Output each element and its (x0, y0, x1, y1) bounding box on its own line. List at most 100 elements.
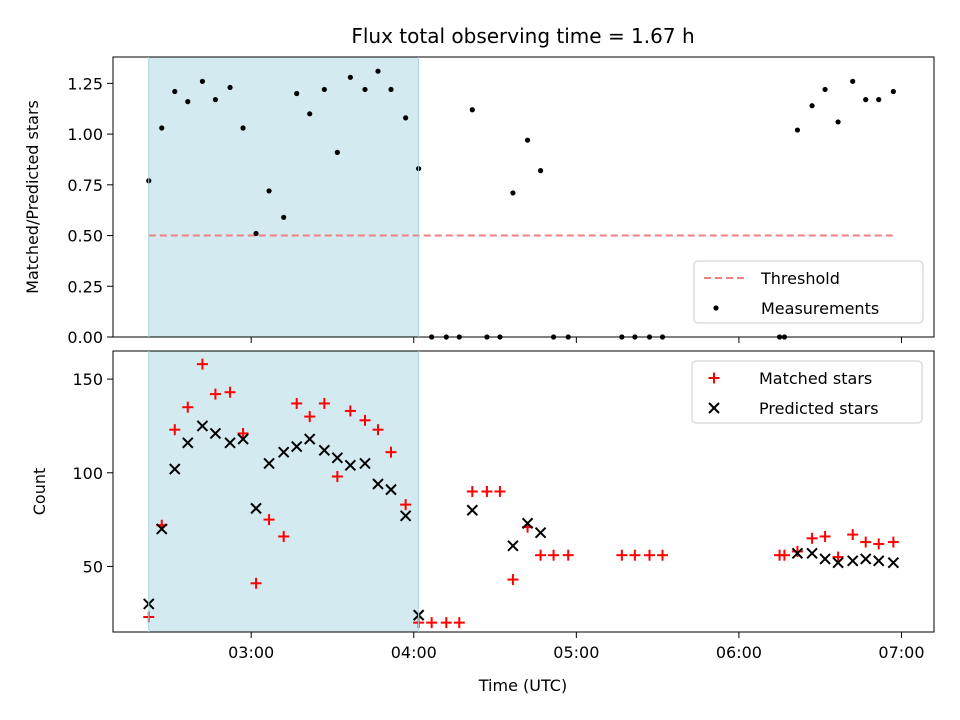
panel-ratio-series-measurements-point (240, 125, 246, 131)
panel-ratio-series-measurements-point (362, 86, 368, 93)
panel-ratio-ytick-label: 0.75 (67, 176, 103, 195)
panel-ratio-ytick-label: 0.50 (67, 227, 103, 246)
panel-ratio-series-measurements-point (809, 103, 815, 109)
panel-count-series-matched-stars-point (400, 499, 412, 511)
panel-ratio-legend-box (693, 260, 924, 324)
panel-count-series-predicted-stars-point (263, 457, 275, 470)
panel-count-series-matched-stars-point (385, 446, 397, 458)
panel-count-series-matched-stars-point (331, 471, 343, 483)
panel-count-series-predicted-stars-point (399, 510, 412, 522)
panel-ratio-series-measurements-point (794, 127, 801, 133)
panel-ratio-series-measurements-point (227, 84, 233, 91)
panel-ratio-series-measurements-point (403, 115, 409, 121)
panel-count-series-predicted-stars-point (304, 433, 316, 445)
panel-count-series-predicted-stars-point (318, 444, 331, 456)
panel-count-legend-predicted-stars-label: Predicted stars (759, 399, 879, 418)
panel-count-series-predicted-stars-point (847, 555, 859, 567)
panel-count-series-predicted-stars-point (385, 483, 397, 496)
panel-count-series-predicted-stars-point (832, 556, 844, 569)
panel-count-series-matched-stars-point (278, 530, 290, 542)
x-axis-label: Time (UTC) (478, 676, 567, 695)
panel-count-series-predicted-stars-point (806, 547, 818, 560)
panel-count-series-predicted-stars-point (372, 478, 384, 490)
panel-count-series-predicted-stars-point (196, 420, 209, 432)
panel-count-legend: Matched stars Predicted stars (691, 360, 923, 424)
panel-count-legend-box (691, 360, 923, 424)
panel-count-series-predicted-stars-point (819, 553, 831, 565)
panel-count-series-matched-stars-point (860, 536, 872, 548)
panel-ratio-ylabel: Matched/Predicted stars (23, 100, 42, 294)
panel-count-series-predicted-stars-point (156, 523, 168, 535)
panel-count-frame (112, 350, 935, 633)
panel-ratio-frame (112, 56, 935, 338)
panel-ratio-series-measurements-point (199, 78, 206, 84)
panel-count-series-predicted-stars-point (873, 555, 885, 567)
panel-count-series-matched-stars-point (494, 486, 506, 497)
panel-count-series-matched-stars-point (291, 397, 303, 409)
panel-ratio-series-measurements-point (281, 214, 287, 220)
panel-ratio-series-measurements-point (185, 99, 191, 105)
panel-count-legend-matched-stars-swatch (708, 372, 720, 384)
panel-count-series-matched-stars-point (481, 486, 493, 497)
chart-title: Flux total observing time = 1.67 h (351, 24, 694, 48)
panel-count-series-matched-stars-point (304, 411, 316, 423)
panel-ratio-series-measurements-point (890, 88, 896, 95)
panel-count-series-matched-stars-point (507, 574, 519, 586)
panel-count-series-matched-stars-point (453, 617, 465, 629)
panel-ratio: 0.00 0.25 0.50 0.75 1.00 1.25 Matched/Predict… (23, 56, 935, 347)
panel-count-series-predicted-stars-point (521, 517, 534, 530)
panel-count-series-matched-stars-point (535, 549, 547, 561)
panel-count-series-predicted-stars-point (182, 437, 194, 449)
panel-count-series-predicted-stars-point (507, 540, 519, 552)
panel-count-series-predicted-stars-point (359, 457, 371, 470)
panel-count-series-matched-stars-point (426, 617, 438, 629)
panel-count-series-predicted-stars-point (331, 452, 344, 464)
panel-count-series-matched-stars-point (562, 549, 574, 561)
panel-ratio-legend-threshold-label: Threshold (760, 269, 840, 288)
panel-count-series-matched-stars-point (196, 358, 208, 370)
panel-ratio-series-measurements-point (835, 119, 841, 125)
panel-count-series-predicted-stars-point (344, 459, 357, 471)
panel-count-series-matched-stars-point (778, 549, 790, 561)
panel-ratio-series-measurements-point (321, 86, 327, 93)
panel-ratio-highlight-span (148, 57, 419, 337)
panel-count-series-predicted-stars-point (291, 440, 303, 453)
panel-count-series-matched-stars-point (657, 549, 669, 561)
panel-count-series-matched-stars-point (629, 549, 641, 561)
panel-count-series-predicted-stars-point (277, 446, 290, 458)
panel-ratio-legend: Threshold Measurements (693, 260, 924, 324)
panel-ratio-series-measurements-point (307, 111, 313, 117)
panel-count-series-matched-stars-point (616, 549, 628, 561)
panel-ratio-legend-measurements-swatch (713, 305, 719, 311)
panel-count-series-matched-stars-point (263, 514, 275, 526)
panel-count-series-matched-stars-point (873, 538, 885, 550)
panel-count-series-matched-stars-point (372, 424, 384, 436)
panel-count-series-predicted-stars-point (224, 437, 236, 449)
panel-ratio-series-measurements-point (524, 137, 531, 143)
panel-ratio-legend-measurements-label: Measurements (761, 299, 879, 318)
panel-ratio-series-measurements-point (388, 86, 394, 93)
panel-count-series-matched-stars-point (237, 427, 249, 439)
panel-ratio-series-measurements-point (375, 68, 381, 74)
panel-count-series-predicted-stars-point (860, 553, 872, 565)
panel-count-series-matched-stars-point (643, 549, 655, 561)
xtick-label: 03:00 (228, 643, 274, 662)
panel-ratio-ytick-label: 1.25 (67, 74, 103, 93)
panel-ratio-series-measurements-point (537, 168, 544, 174)
panel-count-series-predicted-stars-point (209, 427, 222, 440)
panel-ratio-series-measurements-point (212, 97, 219, 103)
panel-count-series-matched-stars-point (344, 405, 356, 417)
panel-count: 50 100 150 03:00 04:00 05:00 06:00 07:00 Count… (30, 350, 935, 662)
panel-count-series-matched-stars-point (806, 532, 818, 544)
panel-ratio-ytick-label: 1.00 (67, 125, 103, 144)
xtick-label: 04:00 (391, 643, 437, 662)
panel-count-series-matched-stars-point (182, 401, 194, 413)
panel-ratio-ytick-label: 0.25 (67, 277, 103, 296)
panel-count-ytick-label: 100 (72, 464, 103, 483)
xtick-label: 05:00 (553, 643, 599, 662)
panel-count-series-matched-stars-point (224, 386, 236, 398)
panel-ratio-ytick-label: 0.00 (67, 328, 103, 347)
panel-count-series-matched-stars-point (819, 530, 831, 542)
panel-count-series-matched-stars-point (318, 397, 330, 409)
